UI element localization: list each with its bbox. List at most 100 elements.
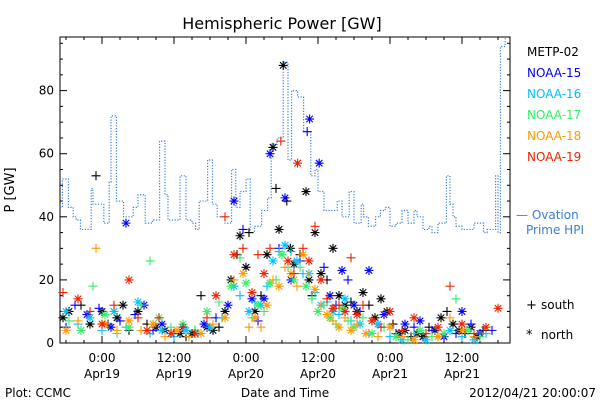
- x-tick-date-label: Apr21: [372, 367, 408, 381]
- point-north: [340, 294, 350, 304]
- point-north: [277, 250, 287, 260]
- point-north: [196, 329, 206, 339]
- point-south: [328, 316, 338, 326]
- legend-entry: NOAA-18: [527, 129, 581, 143]
- x-tick-date-label: Apr19: [156, 367, 192, 381]
- marker-legend: + south * north: [526, 298, 575, 343]
- y-tick-label: 80: [39, 84, 54, 98]
- point-south: [271, 183, 281, 193]
- point-south: [115, 316, 125, 326]
- point-north: [133, 297, 143, 307]
- point-north: [293, 158, 303, 168]
- point-north: [322, 310, 332, 320]
- point-north: [220, 306, 230, 316]
- point-south: [178, 322, 188, 332]
- legend: METP-02 NOAA-15 NOAA-16 NOAA-17 NOAA-18 NOAA-…: [527, 45, 581, 164]
- point-north: [385, 306, 395, 316]
- point-north: [328, 303, 338, 313]
- point-north: [157, 319, 167, 329]
- point-south: [253, 250, 263, 260]
- x-tick-date-label: Apr20: [228, 367, 264, 381]
- series-noaa-19: [58, 136, 503, 339]
- point-north: [415, 325, 425, 335]
- point-north: [361, 329, 371, 339]
- point-north: [274, 281, 284, 291]
- point-north: [244, 306, 254, 316]
- ovation-legend-line2: Prime HPI: [526, 223, 584, 237]
- point-north: [328, 243, 338, 253]
- point-south: [302, 127, 312, 137]
- point-north: [112, 313, 122, 323]
- legend-entry: NOAA-19: [527, 150, 581, 164]
- point-south: [136, 300, 146, 310]
- point-south: [445, 313, 455, 323]
- point-south: [298, 243, 308, 253]
- point-north: [124, 275, 134, 285]
- point-north: [463, 325, 473, 335]
- point-north: [262, 300, 272, 310]
- point-north: [274, 224, 284, 234]
- point-north: [205, 322, 215, 332]
- point-north: [229, 196, 239, 206]
- point-north: [457, 319, 467, 329]
- point-north: [100, 310, 110, 320]
- point-north: [283, 256, 293, 266]
- point-south: [346, 253, 356, 263]
- point-north: [247, 294, 257, 304]
- point-north: [415, 316, 425, 326]
- point-north: [211, 291, 221, 301]
- point-north: [352, 310, 362, 320]
- point-north: [133, 306, 143, 316]
- point-north: [250, 313, 260, 323]
- point-north: [334, 291, 344, 301]
- point-south: [292, 281, 302, 291]
- point-south: [58, 288, 68, 298]
- point-north: [409, 313, 419, 323]
- point-north: [316, 269, 326, 279]
- chart-title: Hemispheric Power [GW]: [182, 14, 381, 33]
- ovation-prime-hpi-series: [60, 37, 506, 234]
- point-north: [334, 322, 344, 332]
- point-north: [250, 306, 260, 316]
- point-north: [433, 322, 443, 332]
- point-south: [322, 294, 332, 304]
- point-north: [379, 310, 389, 320]
- footer-left: Plot: CCMC: [5, 386, 71, 400]
- point-north: [220, 313, 230, 323]
- point-south: [276, 136, 286, 146]
- point-north: [109, 306, 119, 316]
- x-tick-date-label: Apr21: [444, 367, 480, 381]
- point-south: [307, 294, 317, 304]
- point-north: [325, 291, 335, 301]
- marker-legend-symbol: +: [526, 298, 537, 313]
- point-north: [358, 288, 368, 298]
- point-north: [148, 319, 158, 329]
- series-noaa-16: [61, 240, 491, 345]
- point-north: [298, 250, 308, 260]
- point-south: [358, 300, 368, 310]
- x-axis-label: Date and Time: [241, 386, 329, 400]
- x-tick-time-label: 12:00: [157, 351, 192, 365]
- point-south: [73, 316, 83, 326]
- point-north: [385, 322, 395, 332]
- point-south: [373, 332, 383, 342]
- marker-legend-label: south: [541, 298, 575, 312]
- y-tick-label: 20: [39, 273, 54, 287]
- marker-legend-label: north: [541, 328, 573, 342]
- legend-entry: METP-02: [527, 45, 579, 59]
- point-south: [286, 247, 296, 257]
- point-south: [445, 281, 455, 291]
- point-north: [439, 329, 449, 339]
- point-north: [448, 319, 458, 329]
- point-south: [244, 322, 254, 332]
- point-south: [202, 313, 212, 323]
- point-north: [292, 256, 302, 266]
- point-south: [268, 275, 278, 285]
- point-north: [301, 187, 311, 197]
- point-north: [310, 228, 320, 238]
- point-south: [289, 269, 299, 279]
- x-tick-time-label: 0:00: [377, 351, 404, 365]
- y-tick-label: 40: [39, 210, 54, 224]
